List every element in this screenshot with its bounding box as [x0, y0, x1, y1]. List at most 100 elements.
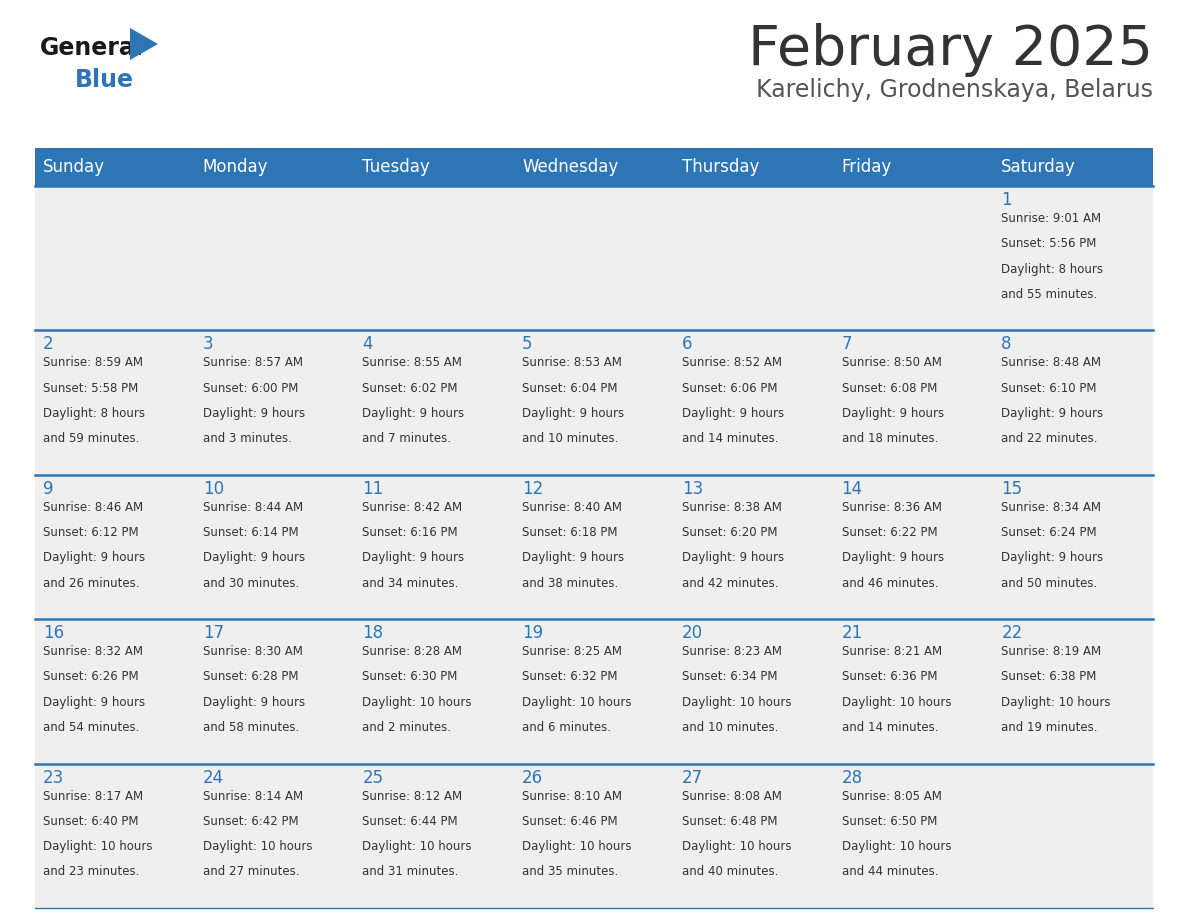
Text: and 42 minutes.: and 42 minutes. — [682, 577, 778, 589]
Text: 18: 18 — [362, 624, 384, 643]
Text: Sunset: 6:38 PM: Sunset: 6:38 PM — [1001, 670, 1097, 684]
Text: and 54 minutes.: and 54 minutes. — [43, 721, 139, 734]
Text: Sunrise: 8:46 AM: Sunrise: 8:46 AM — [43, 501, 143, 514]
Text: 17: 17 — [203, 624, 223, 643]
Text: Sunrise: 8:25 AM: Sunrise: 8:25 AM — [523, 645, 623, 658]
Text: General: General — [40, 36, 144, 60]
Text: Sunset: 6:14 PM: Sunset: 6:14 PM — [203, 526, 298, 539]
Text: Daylight: 9 hours: Daylight: 9 hours — [1001, 407, 1104, 420]
Text: Sunset: 6:34 PM: Sunset: 6:34 PM — [682, 670, 777, 684]
Text: February 2025: February 2025 — [748, 23, 1154, 77]
Text: 19: 19 — [523, 624, 543, 643]
Text: and 18 minutes.: and 18 minutes. — [841, 432, 939, 445]
Text: 26: 26 — [523, 768, 543, 787]
Text: Daylight: 9 hours: Daylight: 9 hours — [682, 552, 784, 565]
Text: and 46 minutes.: and 46 minutes. — [841, 577, 939, 589]
Text: Sunset: 6:28 PM: Sunset: 6:28 PM — [203, 670, 298, 684]
Text: Daylight: 10 hours: Daylight: 10 hours — [523, 840, 632, 853]
Text: 16: 16 — [43, 624, 64, 643]
Text: Sunrise: 8:57 AM: Sunrise: 8:57 AM — [203, 356, 303, 369]
Text: and 19 minutes.: and 19 minutes. — [1001, 721, 1098, 734]
Text: Monday: Monday — [203, 158, 268, 176]
Text: and 59 minutes.: and 59 minutes. — [43, 432, 139, 445]
Text: Sunrise: 8:36 AM: Sunrise: 8:36 AM — [841, 501, 942, 514]
Text: Sunset: 6:04 PM: Sunset: 6:04 PM — [523, 382, 618, 395]
Text: Sunset: 6:44 PM: Sunset: 6:44 PM — [362, 815, 459, 828]
Text: 23: 23 — [43, 768, 64, 787]
Text: Sunrise: 8:08 AM: Sunrise: 8:08 AM — [682, 789, 782, 802]
Text: Sunrise: 8:40 AM: Sunrise: 8:40 AM — [523, 501, 623, 514]
Text: Tuesday: Tuesday — [362, 158, 430, 176]
Text: and 3 minutes.: and 3 minutes. — [203, 432, 291, 445]
Text: Sunrise: 8:21 AM: Sunrise: 8:21 AM — [841, 645, 942, 658]
Text: Daylight: 9 hours: Daylight: 9 hours — [841, 552, 943, 565]
Polygon shape — [129, 28, 158, 60]
Text: Daylight: 9 hours: Daylight: 9 hours — [362, 552, 465, 565]
Text: Daylight: 10 hours: Daylight: 10 hours — [1001, 696, 1111, 709]
Text: Daylight: 9 hours: Daylight: 9 hours — [203, 407, 305, 420]
Text: 27: 27 — [682, 768, 703, 787]
Text: Sunrise: 8:05 AM: Sunrise: 8:05 AM — [841, 789, 941, 802]
Text: 6: 6 — [682, 335, 693, 353]
Text: Daylight: 9 hours: Daylight: 9 hours — [682, 407, 784, 420]
Text: and 44 minutes.: and 44 minutes. — [841, 866, 939, 879]
Text: Sunrise: 8:52 AM: Sunrise: 8:52 AM — [682, 356, 782, 369]
Text: Daylight: 9 hours: Daylight: 9 hours — [362, 407, 465, 420]
FancyBboxPatch shape — [34, 620, 1154, 764]
Text: and 7 minutes.: and 7 minutes. — [362, 432, 451, 445]
Text: Sunset: 6:10 PM: Sunset: 6:10 PM — [1001, 382, 1097, 395]
Text: Sunset: 5:56 PM: Sunset: 5:56 PM — [1001, 237, 1097, 251]
Text: 12: 12 — [523, 480, 543, 498]
Text: and 14 minutes.: and 14 minutes. — [841, 721, 939, 734]
Text: Sunrise: 8:34 AM: Sunrise: 8:34 AM — [1001, 501, 1101, 514]
Text: 25: 25 — [362, 768, 384, 787]
Text: Sunrise: 8:38 AM: Sunrise: 8:38 AM — [682, 501, 782, 514]
Text: Sunrise: 8:19 AM: Sunrise: 8:19 AM — [1001, 645, 1101, 658]
Text: and 26 minutes.: and 26 minutes. — [43, 577, 139, 589]
Text: 5: 5 — [523, 335, 532, 353]
Text: Sunset: 6:48 PM: Sunset: 6:48 PM — [682, 815, 777, 828]
Text: Daylight: 10 hours: Daylight: 10 hours — [841, 840, 952, 853]
Text: Wednesday: Wednesday — [523, 158, 619, 176]
Text: Daylight: 9 hours: Daylight: 9 hours — [841, 407, 943, 420]
Text: Sunset: 6:42 PM: Sunset: 6:42 PM — [203, 815, 298, 828]
Text: 7: 7 — [841, 335, 852, 353]
Text: Sunrise: 8:42 AM: Sunrise: 8:42 AM — [362, 501, 462, 514]
Text: Daylight: 9 hours: Daylight: 9 hours — [1001, 552, 1104, 565]
Text: and 6 minutes.: and 6 minutes. — [523, 721, 611, 734]
Text: Sunrise: 8:28 AM: Sunrise: 8:28 AM — [362, 645, 462, 658]
Text: 2: 2 — [43, 335, 53, 353]
Text: Sunset: 6:00 PM: Sunset: 6:00 PM — [203, 382, 298, 395]
Text: Daylight: 9 hours: Daylight: 9 hours — [523, 407, 624, 420]
Text: Daylight: 8 hours: Daylight: 8 hours — [43, 407, 145, 420]
Text: 14: 14 — [841, 480, 862, 498]
Text: Sunset: 6:18 PM: Sunset: 6:18 PM — [523, 526, 618, 539]
Text: Daylight: 9 hours: Daylight: 9 hours — [523, 552, 624, 565]
Text: and 23 minutes.: and 23 minutes. — [43, 866, 139, 879]
Text: and 27 minutes.: and 27 minutes. — [203, 866, 299, 879]
Text: Sunday: Sunday — [43, 158, 105, 176]
Text: Sunrise: 8:10 AM: Sunrise: 8:10 AM — [523, 789, 623, 802]
Text: Daylight: 10 hours: Daylight: 10 hours — [523, 696, 632, 709]
Text: and 35 minutes.: and 35 minutes. — [523, 866, 619, 879]
Text: Karelichy, Grodnenskaya, Belarus: Karelichy, Grodnenskaya, Belarus — [756, 78, 1154, 102]
FancyBboxPatch shape — [34, 148, 1154, 186]
Text: Sunset: 6:20 PM: Sunset: 6:20 PM — [682, 526, 777, 539]
Text: Sunset: 6:36 PM: Sunset: 6:36 PM — [841, 670, 937, 684]
Text: Sunset: 6:02 PM: Sunset: 6:02 PM — [362, 382, 457, 395]
Text: 20: 20 — [682, 624, 703, 643]
Text: Daylight: 10 hours: Daylight: 10 hours — [362, 840, 472, 853]
Text: and 58 minutes.: and 58 minutes. — [203, 721, 299, 734]
Text: 9: 9 — [43, 480, 53, 498]
Text: and 38 minutes.: and 38 minutes. — [523, 577, 619, 589]
Text: and 30 minutes.: and 30 minutes. — [203, 577, 299, 589]
Text: Daylight: 10 hours: Daylight: 10 hours — [362, 696, 472, 709]
Text: Daylight: 10 hours: Daylight: 10 hours — [682, 840, 791, 853]
Text: Sunrise: 8:59 AM: Sunrise: 8:59 AM — [43, 356, 143, 369]
FancyBboxPatch shape — [34, 475, 1154, 620]
FancyBboxPatch shape — [34, 330, 1154, 475]
Text: 28: 28 — [841, 768, 862, 787]
Text: Sunset: 6:26 PM: Sunset: 6:26 PM — [43, 670, 139, 684]
Text: Sunset: 6:40 PM: Sunset: 6:40 PM — [43, 815, 139, 828]
Text: Daylight: 9 hours: Daylight: 9 hours — [43, 552, 145, 565]
